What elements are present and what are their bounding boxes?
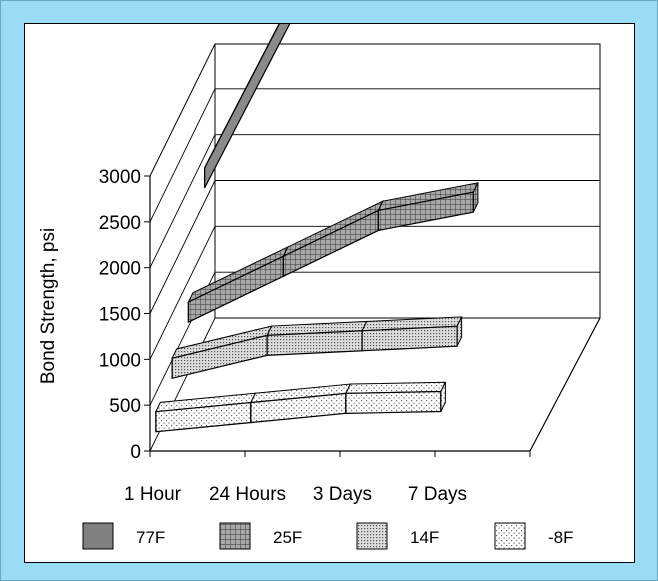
legend-label: 14F [410,528,439,547]
y-tick-label: 0 [130,442,141,463]
legend-swatch [82,522,114,550]
legend-item-25F: 25F [219,522,302,550]
gridline-side [149,180,216,314]
legend-item-77F: 77F [82,522,165,550]
y-tick-label: 1500 [99,305,141,326]
segment-front-face [345,390,442,414]
segment-front-face [361,325,458,352]
legend-swatch [494,522,526,550]
y-tick-labels: 0 500 1000 1500 2000 2500 3000 [99,167,141,463]
y-tick-label: 500 [109,396,141,417]
segment-front-face [204,24,291,189]
y-tick-label: 3000 [99,167,141,188]
gridline-side [149,226,216,360]
series-77F [204,24,291,189]
axes [144,175,601,457]
legend-label: 77F [136,528,165,547]
gridlines [149,88,600,452]
floor-right-edge [529,317,601,452]
gridline-side [149,88,216,223]
series-25F [187,182,479,324]
y-tick-label: 1000 [99,350,141,371]
x-tick-label: 7 Days [408,484,467,505]
legend: 77F 25F 14F -8F [82,522,574,550]
legend-item--8F: -8F [494,522,574,550]
legend-swatch [219,522,251,550]
chart-panel: 0 500 1000 1500 2000 2500 3000 1 Hour 24 Hours 3… [24,23,635,563]
legend-swatch [356,522,388,550]
x-tick-labels: 1 Hour 24 Hours 3 Days 7 Days [124,484,467,505]
legend-label: -8F [548,528,574,547]
series-14F [171,316,463,380]
series--8F [155,381,447,433]
series-layer [155,24,479,433]
bond-strength-chart: 0 500 1000 1500 2000 2500 3000 1 Hour 24 Hours 3… [38,24,601,550]
y-tick-label: 2500 [99,213,141,234]
legend-item-14F: 14F [356,522,439,550]
segment-front-face [266,330,363,356]
gridline-side [149,134,216,268]
x-tick-label: 24 Hours [209,484,286,505]
y-axis-title: Bond Strength, psi [38,228,59,384]
x-tick-label: 1 Hour [124,484,182,505]
x-tick-label: 3 Days [313,484,372,505]
legend-label: 25F [273,528,302,547]
y-tick-label: 2000 [99,259,141,280]
